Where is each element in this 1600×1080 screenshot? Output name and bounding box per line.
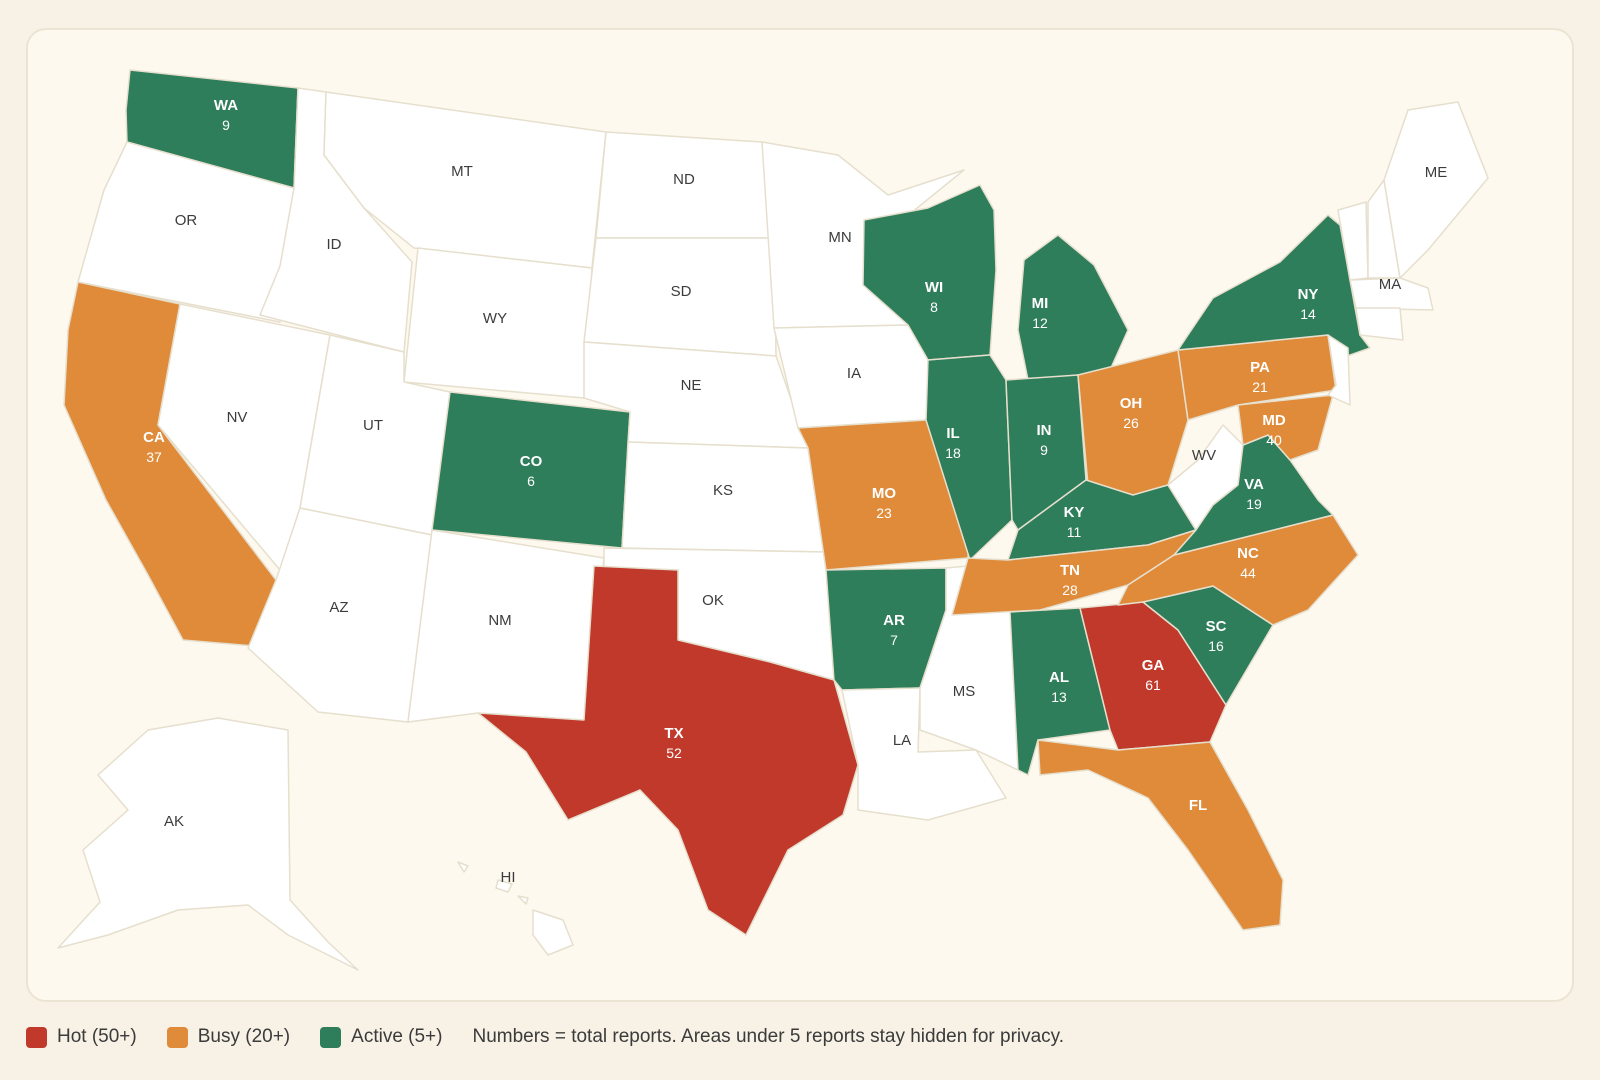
state-label-or: OR: [175, 212, 198, 229]
state-label-ma: MA: [1379, 276, 1402, 293]
state-label-nc: NC: [1237, 545, 1259, 562]
us-map[interactable]: WA 9 OR CA 37 ID NV MT WY UT AZ CO 6 NM ND SD NE KS OK TX 52…: [28, 30, 1574, 1002]
state-ma[interactable]: [1349, 277, 1434, 311]
state-label-mn: MN: [828, 229, 851, 246]
state-label-ca: CA: [143, 429, 165, 446]
state-count-md: 40: [1266, 432, 1282, 448]
state-label-hi: HI: [501, 869, 516, 886]
state-label-ky: KY: [1064, 504, 1085, 521]
state-count-ny: 14: [1300, 306, 1316, 322]
state-label-mo: MO: [872, 485, 896, 502]
state-label-va: VA: [1244, 476, 1264, 493]
state-label-wv: WV: [1192, 447, 1216, 464]
state-or[interactable]: [77, 141, 295, 323]
legend-busy-label: Busy (20+): [197, 1026, 291, 1047]
legend-item-busy: Busy (20+): [166, 1026, 291, 1048]
state-label-wi: WI: [925, 279, 943, 296]
state-count-mi: 12: [1032, 315, 1048, 331]
map-card: WA 9 OR CA 37 ID NV MT WY UT AZ CO 6 NM ND SD NE KS OK TX 52…: [26, 28, 1574, 1002]
state-label-ar: AR: [883, 612, 905, 629]
legend-note: Numbers = total reports. Areas under 5 r…: [472, 1026, 1065, 1047]
busy-swatch: [166, 1026, 188, 1048]
legend: Hot (50+) Busy (20+) Active (5+) Numbers…: [26, 1022, 1064, 1052]
state-co[interactable]: [431, 391, 631, 549]
state-label-ny: NY: [1298, 286, 1319, 303]
state-count-ca: 37: [146, 449, 162, 465]
state-count-nc: 44: [1240, 565, 1256, 581]
state-label-la: LA: [893, 732, 911, 749]
state-label-ga: GA: [1142, 657, 1165, 674]
state-count-ar: 7: [890, 632, 898, 648]
state-count-co: 6: [527, 473, 535, 489]
state-label-mt: MT: [451, 163, 473, 180]
state-count-il: 18: [945, 445, 961, 461]
legend-active-label: Active (5+): [351, 1026, 443, 1047]
state-label-in: IN: [1037, 422, 1052, 439]
state-count-tn: 28: [1062, 582, 1078, 598]
state-label-pa: PA: [1250, 359, 1270, 376]
legend-hot-label: Hot (50+): [57, 1026, 137, 1047]
state-label-ia: IA: [847, 365, 861, 382]
state-count-tx: 52: [666, 745, 682, 761]
state-label-ut: UT: [363, 417, 383, 434]
state-count-mo: 23: [876, 505, 892, 521]
legend-item-hot: Hot (50+): [26, 1026, 137, 1048]
state-label-tx: TX: [664, 725, 683, 742]
state-label-ms: MS: [953, 683, 976, 700]
legend-item-active: Active (5+): [320, 1026, 442, 1048]
state-hi[interactable]: [457, 861, 574, 956]
state-label-fl: FL: [1189, 797, 1207, 814]
state-ct[interactable]: [1355, 307, 1404, 341]
state-count-in: 9: [1040, 442, 1048, 458]
state-label-me: ME: [1425, 164, 1448, 181]
state-tx[interactable]: [477, 565, 859, 936]
state-fl[interactable]: [1037, 739, 1284, 931]
state-label-wy: WY: [483, 310, 507, 327]
state-count-sc: 16: [1208, 638, 1224, 654]
state-label-nv: NV: [227, 409, 248, 426]
state-ak[interactable]: [57, 717, 359, 971]
state-label-az: AZ: [329, 599, 348, 616]
state-count-al: 13: [1051, 689, 1067, 705]
state-label-ks: KS: [713, 482, 733, 499]
state-label-wa: WA: [214, 97, 238, 114]
state-count-pa: 21: [1252, 379, 1268, 395]
state-label-al: AL: [1049, 669, 1069, 686]
state-label-sd: SD: [671, 283, 692, 300]
state-ny[interactable]: [1177, 214, 1371, 361]
state-count-oh: 26: [1123, 415, 1139, 431]
state-label-il: IL: [946, 425, 959, 442]
state-label-mi: MI: [1032, 295, 1049, 312]
state-label-md: MD: [1262, 412, 1285, 429]
active-swatch: [320, 1026, 342, 1048]
state-me[interactable]: [1383, 101, 1489, 279]
state-count-wa: 9: [222, 117, 230, 133]
state-label-ne: NE: [681, 377, 702, 394]
state-label-nm: NM: [488, 612, 511, 629]
state-label-id: ID: [327, 236, 342, 253]
state-count-ky: 11: [1067, 524, 1082, 540]
state-count-wi: 8: [930, 299, 938, 315]
state-count-ga: 61: [1145, 677, 1161, 693]
state-label-ok: OK: [702, 592, 724, 609]
state-wi[interactable]: [862, 184, 997, 361]
state-label-sc: SC: [1206, 618, 1227, 635]
state-count-va: 19: [1246, 496, 1262, 512]
state-label-tn: TN: [1060, 562, 1080, 579]
state-label-ak: AK: [164, 813, 184, 830]
state-nj[interactable]: [1327, 334, 1351, 406]
state-label-co: CO: [520, 453, 543, 470]
hot-swatch: [26, 1026, 47, 1048]
state-label-oh: OH: [1120, 395, 1143, 412]
state-label-nd: ND: [673, 171, 695, 188]
